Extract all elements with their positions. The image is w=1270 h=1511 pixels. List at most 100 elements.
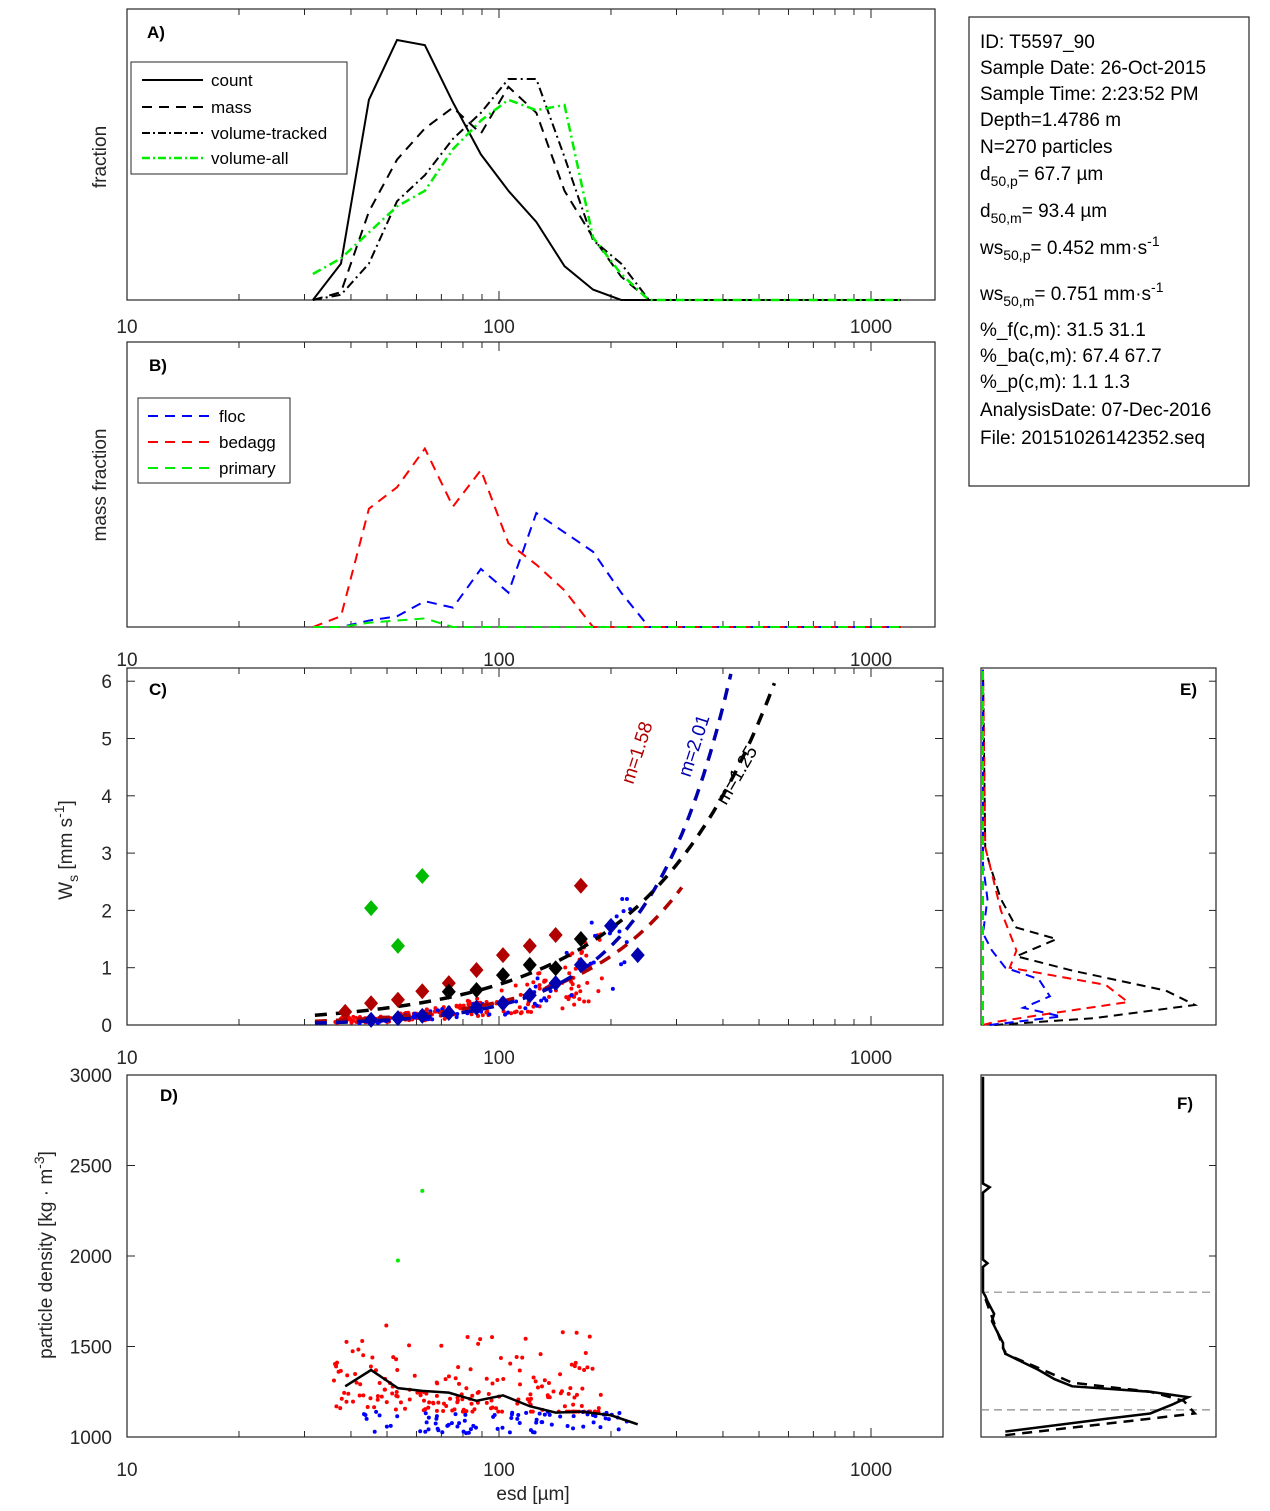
particle-bedagg: [336, 1369, 341, 1374]
particle-bedagg: [537, 983, 542, 988]
particle-floc: [433, 1421, 438, 1426]
particle-bedagg: [560, 1006, 565, 1011]
particle-bedagg: [509, 1011, 514, 1016]
info-line: %_f(c,m): 31.5 31.1: [980, 320, 1146, 341]
panel-d-scatter: [331, 1188, 629, 1436]
particle-bedagg: [475, 1390, 480, 1395]
particle-bedagg: [375, 1394, 380, 1399]
binned-diamond: [415, 1007, 430, 1024]
particle-bedagg: [500, 1409, 505, 1414]
particle-bedagg: [484, 1376, 489, 1381]
panel-d-xtick-labels: 10 100 1000: [116, 1460, 892, 1481]
particle-bedagg: [571, 1402, 576, 1407]
x-tick-label: 1000: [850, 650, 892, 671]
particle-bedagg: [448, 1396, 453, 1401]
panel-c-ytick-labels: 0 1 2 3 4 5 6: [101, 672, 112, 1037]
x-tick-label: 10: [116, 650, 137, 671]
particle-bedagg: [345, 1373, 350, 1378]
particle-bedagg: [433, 1006, 438, 1011]
particle-bedagg: [353, 1372, 358, 1377]
particle-bedagg: [569, 1362, 574, 1367]
fit-curve: [314, 682, 777, 1017]
info-line: %_p(c,m): 1.1 1.3: [980, 372, 1130, 393]
panel-b-legend: floc bedagg primary: [137, 397, 291, 484]
particle-bedagg: [572, 1002, 577, 1007]
particle-bedagg: [470, 1409, 475, 1414]
panel-e-label: E): [1180, 680, 1197, 699]
particle-bedagg: [582, 1368, 587, 1373]
particle-floc: [507, 1430, 512, 1435]
info-line: Depth=1.4786 m: [980, 110, 1121, 131]
particle-bedagg: [334, 1404, 339, 1409]
panel-f-ticks: [1209, 1165, 1216, 1347]
particle-floc: [434, 1414, 439, 1419]
particle-bedagg: [395, 1368, 400, 1373]
particle-floc: [617, 1410, 622, 1415]
particle-floc: [445, 1423, 450, 1428]
particle-bedagg: [426, 1405, 431, 1410]
panel-d-ticks: [126, 1074, 872, 1438]
panel-f-label: F): [1177, 1094, 1193, 1113]
particle-floc: [516, 1412, 521, 1417]
svg-text:particle density [kg · m-3]: particle density [kg · m-3]: [31, 1151, 57, 1359]
particle-floc: [539, 1420, 544, 1425]
particle-floc: [455, 1424, 460, 1429]
particle-bedagg: [390, 1391, 395, 1396]
particle-bedagg: [358, 1382, 363, 1387]
particle-bedagg: [464, 1386, 469, 1391]
particle-bedagg: [457, 1381, 462, 1386]
panel-b-label: B): [149, 356, 167, 375]
particle-bedagg: [574, 991, 579, 996]
particle-bedagg: [342, 1390, 347, 1395]
particle-bedagg: [574, 1392, 579, 1397]
particle-bedagg: [423, 1407, 428, 1412]
particle-bedagg: [514, 1009, 519, 1014]
y-tick-label: 1: [101, 959, 112, 980]
particle-floc: [424, 1420, 429, 1425]
particle-floc: [491, 1414, 496, 1419]
x-tick-label: 10: [116, 1460, 137, 1481]
particle-bedagg: [529, 1009, 534, 1014]
binned-diamond: [573, 956, 588, 973]
particle-floc: [430, 1017, 435, 1022]
legend-volume-all: volume-all: [211, 149, 288, 168]
particle-bedagg: [403, 1406, 408, 1411]
info-line: N=270 particles: [980, 137, 1113, 158]
particle-floc: [462, 1418, 467, 1423]
particle-bedagg: [577, 997, 582, 1002]
particle-floc: [463, 1412, 468, 1417]
particle-bedagg: [490, 1405, 495, 1410]
particle-primary: [420, 1188, 425, 1193]
particle-bedagg: [517, 1368, 522, 1373]
particle-floc: [364, 1416, 369, 1421]
particle-bedagg: [395, 1394, 400, 1399]
panel-b-lines: [312, 446, 901, 628]
particle-bedagg: [453, 1376, 458, 1381]
particle-bedagg: [431, 1401, 436, 1406]
series-line-bedagg: [312, 446, 901, 628]
particle-bedagg: [490, 1335, 495, 1340]
x-tick-label: 1000: [850, 1460, 892, 1481]
panel-a: A) fraction 10 100 1000 count mass volume-…: [90, 8, 936, 338]
particle-bedagg: [480, 1013, 485, 1018]
particle-floc: [581, 1424, 586, 1429]
particle-floc: [495, 1426, 500, 1431]
particle-bedagg: [356, 1347, 361, 1352]
particle-bedagg: [365, 1405, 370, 1410]
particle-bedagg: [384, 1323, 389, 1328]
particle-bedagg: [361, 1353, 366, 1358]
particle-floc: [506, 1010, 511, 1015]
particle-bedagg: [455, 1400, 460, 1405]
panel-b: B) mass fraction 10 100 1000 floc bedagg p…: [90, 341, 936, 671]
particle-bedagg: [446, 1374, 451, 1379]
distribution-count: [981, 1076, 1193, 1433]
panel-b-frame: [126, 341, 936, 628]
particle-floc: [569, 993, 574, 998]
particle-bedagg: [436, 1400, 441, 1405]
x-tick-label: 100: [483, 650, 515, 671]
particle-bedagg: [443, 1377, 448, 1382]
x-tick-label: 100: [483, 1048, 515, 1069]
binned-diamond: [338, 1003, 353, 1020]
info-line: AnalysisDate: 07-Dec-2016: [980, 400, 1211, 421]
particle-floc: [616, 1427, 621, 1432]
